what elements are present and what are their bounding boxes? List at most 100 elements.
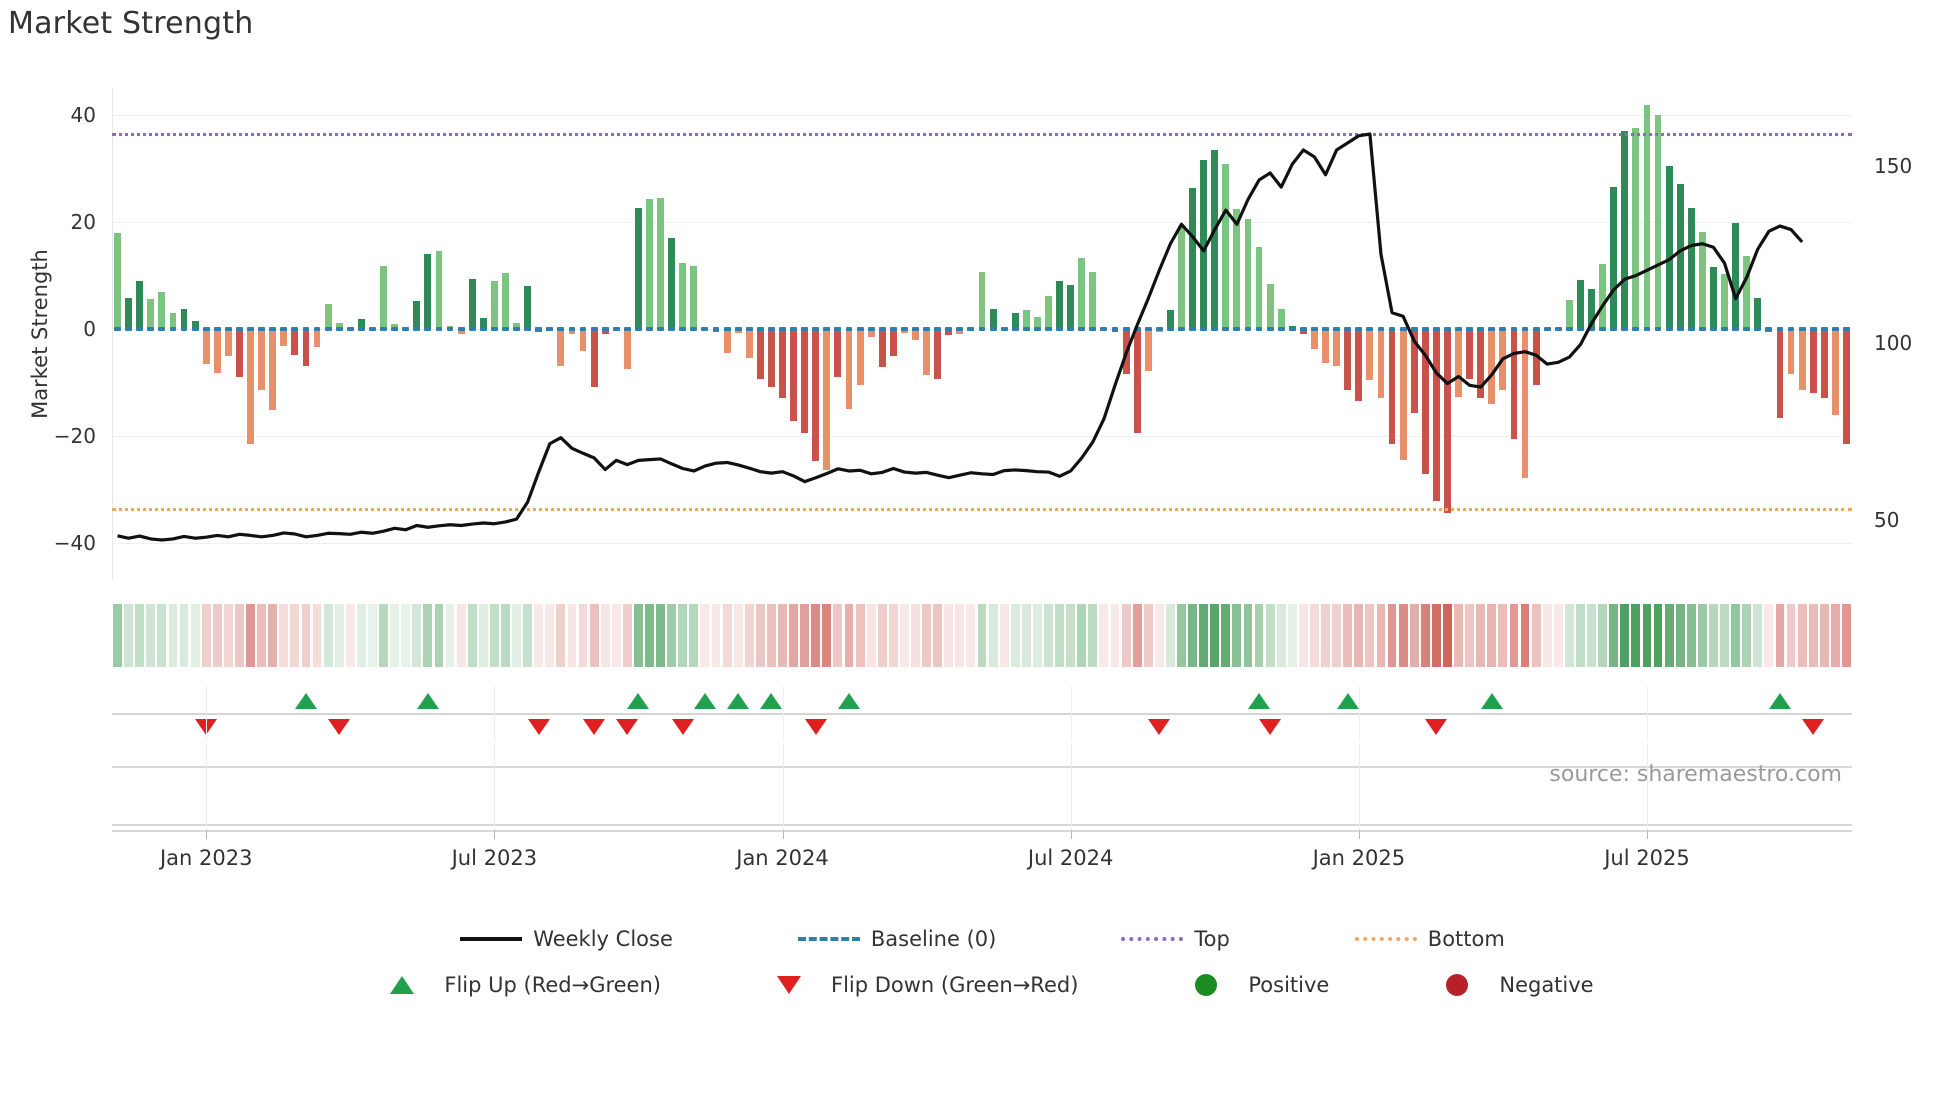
bar — [1698, 232, 1706, 329]
baseline-tick — [1787, 326, 1795, 331]
baseline-tick — [1144, 326, 1152, 331]
bar — [1166, 310, 1174, 329]
baseline-tick — [302, 326, 310, 331]
heatmap-cell — [556, 604, 566, 667]
bar — [734, 328, 742, 333]
bar — [125, 298, 133, 329]
baseline-tick — [690, 326, 698, 331]
bar — [1277, 309, 1285, 329]
heatmap-cell — [1720, 604, 1729, 667]
legend-label: Baseline (0) — [870, 927, 997, 951]
heatmap-cell — [1177, 604, 1186, 667]
heatmap-cell — [1631, 604, 1641, 667]
bar — [291, 328, 299, 356]
heatmap-cell — [833, 604, 843, 667]
left-axis-spine — [112, 88, 113, 580]
heatmap-cell — [279, 604, 289, 667]
x-axis-tick-label: Jan 2024 — [736, 846, 829, 870]
heatmap-cell — [246, 604, 255, 667]
bar — [435, 250, 443, 329]
baseline-tick — [1698, 326, 1706, 331]
baseline-tick — [1344, 326, 1352, 331]
legend-item[interactable]: Flip Up (Red→Green) — [366, 973, 661, 997]
legend-item[interactable]: Weekly Close — [455, 927, 673, 951]
baseline-tick — [357, 326, 365, 331]
heatmap-cell — [977, 604, 987, 667]
heatmap-cell — [501, 604, 510, 667]
bar — [867, 328, 875, 337]
bar — [1355, 328, 1363, 401]
bar — [247, 328, 254, 445]
heatmap-cell — [534, 604, 544, 667]
legend-key-icon — [753, 976, 825, 994]
bar — [136, 280, 144, 329]
baseline-tick — [1155, 326, 1163, 331]
bar — [1322, 328, 1329, 364]
bar — [956, 328, 964, 334]
baseline-tick — [136, 326, 144, 331]
baseline-tick — [801, 326, 809, 331]
bar — [1233, 208, 1241, 329]
baseline-tick — [258, 326, 266, 331]
legend-item[interactable]: Positive — [1170, 973, 1329, 997]
bar — [623, 328, 631, 369]
heatmap-cell — [223, 604, 233, 667]
baseline-tick — [767, 326, 775, 331]
left-axis-tick-label: 20 — [70, 209, 96, 234]
heatmap-cell — [988, 604, 998, 667]
heatmap-cell — [1431, 604, 1441, 667]
flip-up-marker — [627, 693, 650, 709]
heatmap-cell — [966, 604, 976, 667]
heatmap-cell — [1387, 604, 1397, 667]
baseline-tick — [834, 326, 842, 331]
bar — [1266, 283, 1274, 329]
bar — [302, 328, 310, 366]
flip-up-marker — [727, 693, 750, 709]
heatmap-cell — [1088, 604, 1098, 667]
baseline-tick — [1466, 326, 1474, 331]
bar — [1211, 149, 1219, 329]
baseline-tick — [1776, 326, 1784, 331]
heatmap-cell — [1066, 604, 1076, 667]
bar — [213, 328, 221, 374]
bar — [1577, 279, 1584, 329]
legend-item[interactable]: Baseline (0) — [793, 927, 996, 951]
baseline-tick — [1599, 326, 1607, 331]
bar — [1466, 328, 1474, 380]
legend-item[interactable]: Bottom — [1350, 927, 1505, 951]
gridline — [112, 542, 1852, 544]
baseline-tick — [612, 326, 620, 331]
bar — [1820, 328, 1828, 399]
legend-item[interactable]: Top — [1116, 927, 1230, 951]
bar — [1754, 297, 1762, 329]
legend-item[interactable]: Negative — [1421, 973, 1594, 997]
baseline-tick — [1056, 326, 1063, 331]
legend-item[interactable]: Flip Down (Green→Red) — [753, 973, 1078, 997]
bar — [568, 328, 576, 334]
heatmap-cell — [1132, 604, 1142, 667]
heatmap-cell — [1653, 604, 1663, 667]
baseline-tick — [380, 326, 387, 331]
baseline-tick — [1765, 326, 1773, 331]
bar — [1477, 328, 1485, 399]
heatmap-cell — [1731, 604, 1741, 667]
heatmap-cell — [1343, 604, 1353, 667]
bar — [945, 328, 953, 336]
x-axis-tick — [1358, 830, 1360, 839]
bottom-reference-line — [112, 507, 1852, 511]
bar — [845, 328, 853, 409]
baseline-tick — [856, 326, 864, 331]
bar — [524, 286, 532, 329]
baseline-tick — [1189, 326, 1196, 331]
baseline-tick — [1421, 326, 1429, 331]
heatmap-cell — [157, 604, 167, 667]
heatmap-cell — [1775, 604, 1785, 667]
baseline-tick — [369, 326, 376, 331]
heatmap-cell — [1165, 604, 1175, 667]
legend-label: Weekly Close — [533, 927, 673, 951]
baseline-tick — [224, 326, 232, 331]
heatmap-cell — [999, 604, 1009, 667]
bar — [1056, 280, 1063, 329]
baseline-tick — [1488, 326, 1496, 331]
heatmap-cell — [766, 604, 776, 667]
